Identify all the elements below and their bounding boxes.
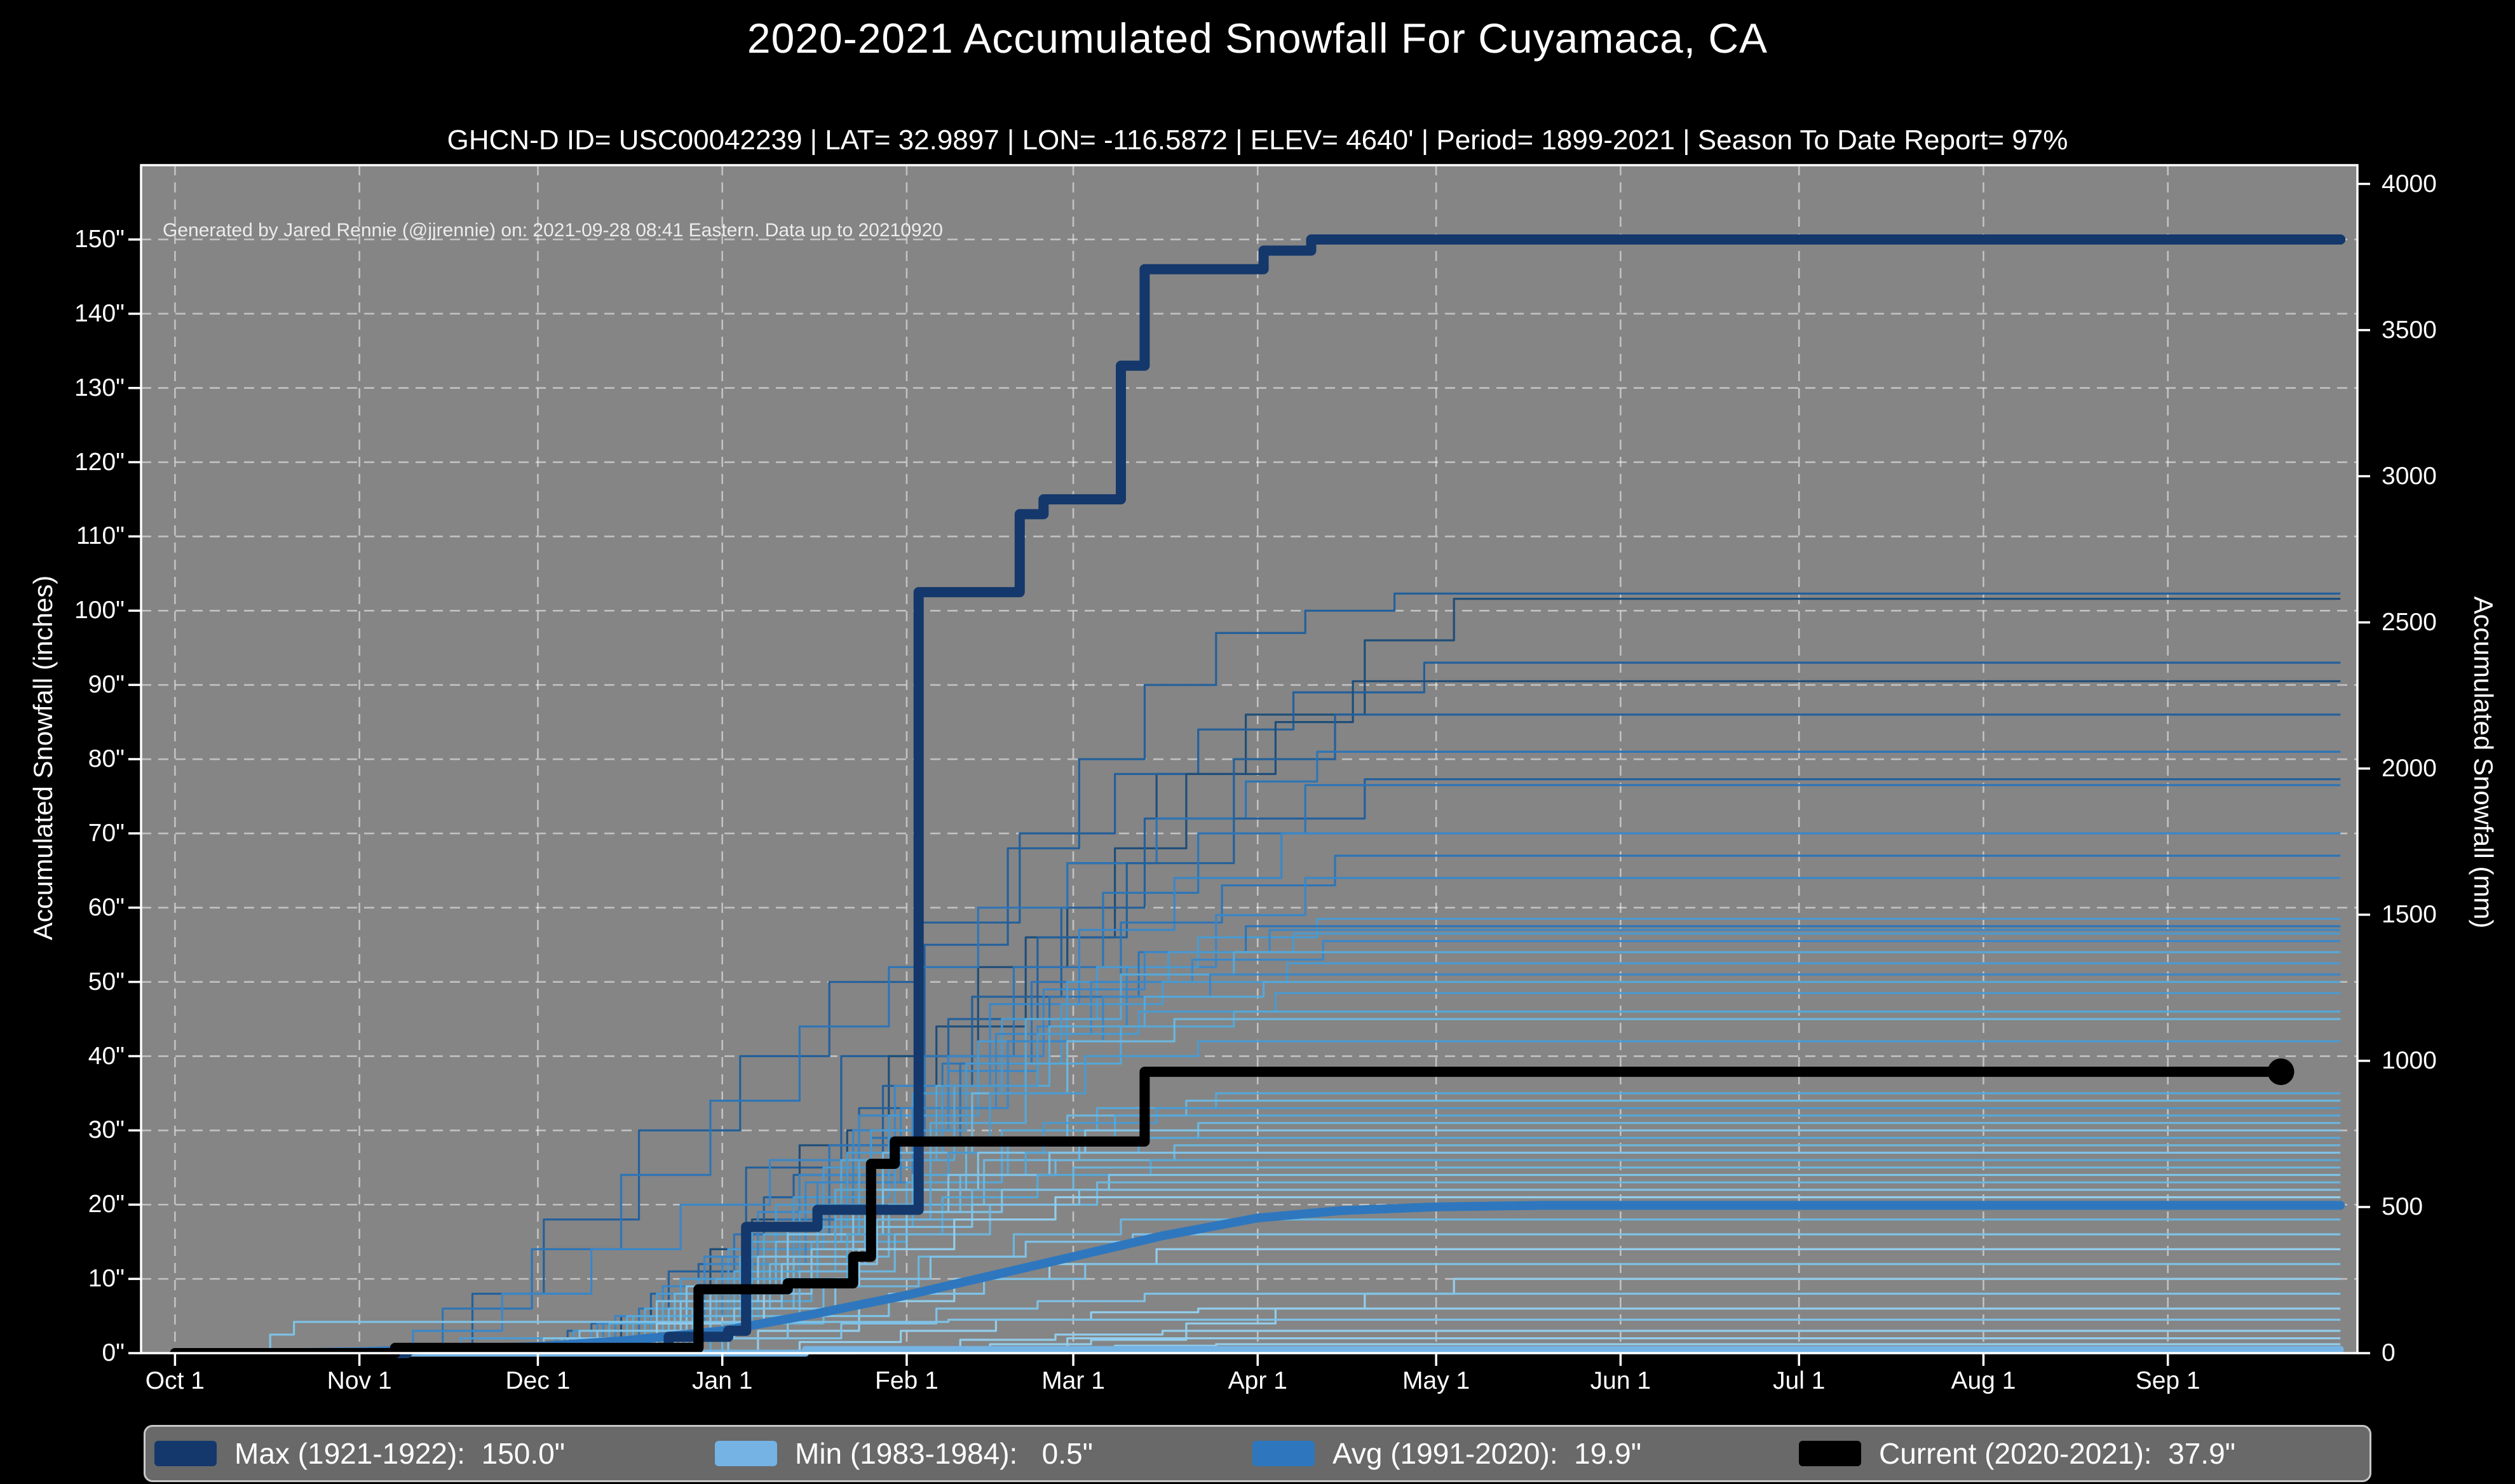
legend-swatch — [154, 1441, 217, 1466]
legend-swatch — [1252, 1441, 1315, 1466]
y-tick-label-inches: 100" — [74, 597, 125, 624]
y-tick-label-inches: 150" — [74, 225, 125, 253]
y-tick-label-inches: 40" — [88, 1042, 125, 1070]
y-tick-label-inches: 90" — [88, 671, 125, 699]
historical-season-line — [175, 1189, 2341, 1354]
x-tick-label: Dec 1 — [505, 1367, 571, 1394]
legend-label: Current (2020-2021): 37.9" — [1879, 1437, 2235, 1470]
x-tick-label: Nov 1 — [327, 1367, 392, 1394]
y-tick-label-inches: 130" — [74, 374, 125, 401]
historical-season-line — [175, 750, 2341, 1354]
y-tick-label-inches: 80" — [88, 745, 125, 773]
historical-season-line — [175, 1248, 2341, 1354]
legend-item: Avg (1991-2020): 19.9" — [1252, 1427, 1641, 1480]
historical-season-line — [175, 1196, 2341, 1354]
legend-label: Max (1921-1922): 150.0" — [234, 1437, 566, 1470]
legend-label: Min (1983-1984): 0.5" — [795, 1437, 1093, 1470]
x-tick-label: Jan 1 — [692, 1367, 753, 1394]
legend-item: Min (1983-1984): 0.5" — [715, 1427, 1093, 1480]
historical-season-line — [175, 1307, 2341, 1354]
x-tick-label: May 1 — [1402, 1367, 1470, 1394]
legend-label: Avg (1991-2020): 19.9" — [1332, 1437, 1642, 1470]
y-tick-label-inches: 70" — [88, 819, 125, 847]
y-axis-title-mm: Accumulated Snowfall (mm) — [2469, 596, 2498, 929]
max-season-line — [170, 234, 2346, 1358]
x-tick-label: Oct 1 — [145, 1367, 205, 1394]
x-tick-label: Jun 1 — [1590, 1367, 1651, 1394]
legend-swatch — [715, 1441, 777, 1466]
current-endpoint-dot — [2267, 1058, 2295, 1086]
y-tick-label-inches: 60" — [88, 893, 125, 921]
current-season-line — [170, 1067, 2286, 1358]
y-tick-label-mm: 1500 — [2382, 900, 2437, 928]
y-tick-label-inches: 0" — [102, 1339, 125, 1366]
x-tick-label: Jul 1 — [1773, 1367, 1826, 1394]
y-tick-label-inches: 120" — [74, 448, 125, 476]
attribution-text: Generated by Jared Rennie (@jjrennie) on… — [163, 220, 943, 241]
y-tick-label-inches: 10" — [88, 1265, 125, 1293]
y-tick-label-mm: 3000 — [2382, 462, 2437, 490]
y-tick-label-mm: 2000 — [2382, 754, 2437, 782]
historical-season-line — [175, 1278, 2341, 1354]
x-tick-label: Sep 1 — [2135, 1367, 2200, 1394]
y-tick-label-inches: 50" — [88, 968, 125, 995]
y-tick-label-mm: 1000 — [2382, 1046, 2437, 1074]
x-tick-label: Aug 1 — [1951, 1367, 2016, 1394]
legend: Max (1921-1922): 150.0" Min (1983-1984): … — [144, 1425, 2371, 1482]
page-title: 2020-2021 Accumulated Snowfall For Cuyam… — [747, 15, 1768, 62]
legend-item: Current (2020-2021): 37.9" — [1799, 1427, 2235, 1480]
x-tick-label: Apr 1 — [1228, 1367, 1287, 1394]
y-tick-label-inches: 140" — [74, 299, 125, 327]
historical-season-line — [175, 592, 2341, 1354]
y-tick-label-mm: 3500 — [2382, 316, 2437, 344]
station-subtitle: GHCN-D ID= USC00042239 | LAT= 32.9897 | … — [447, 125, 2068, 156]
y-tick-label-mm: 0 — [2382, 1339, 2396, 1366]
legend-item: Max (1921-1922): 150.0" — [154, 1427, 565, 1480]
y-tick-label-inches: 30" — [88, 1116, 125, 1144]
historical-season-line — [175, 1151, 2341, 1354]
y-tick-label-mm: 2500 — [2382, 608, 2437, 636]
x-tick-label: Feb 1 — [875, 1367, 939, 1394]
x-tick-label: Mar 1 — [1041, 1367, 1105, 1394]
y-tick-label-mm: 500 — [2382, 1192, 2423, 1220]
legend-swatch — [1799, 1441, 1861, 1466]
y-tick-label-inches: 110" — [76, 522, 125, 550]
historical-season-line — [175, 877, 2341, 1354]
y-tick-label-inches: 20" — [88, 1191, 125, 1218]
y-tick-label-mm: 4000 — [2382, 170, 2437, 198]
